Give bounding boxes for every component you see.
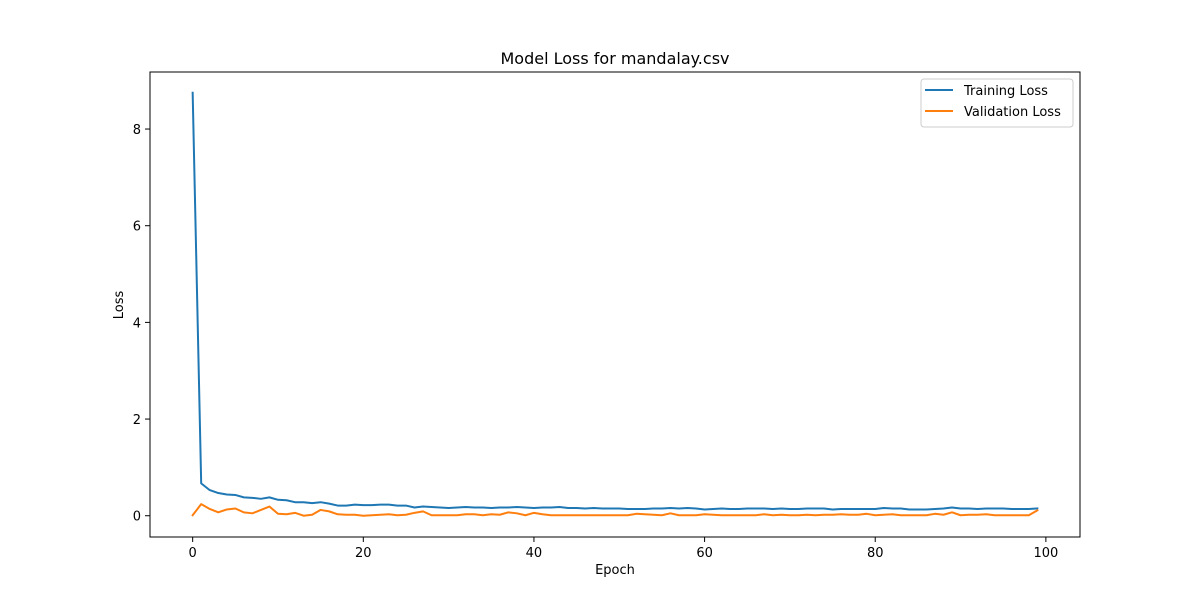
y-tick-label: 0 [133, 510, 141, 525]
x-tick-label: 20 [355, 546, 372, 561]
legend-label-2: Validation Loss [964, 105, 1061, 120]
series-line-1 [191, 91, 1039, 511]
y-tick-label: 6 [133, 220, 141, 235]
x-tick-label: 100 [1033, 546, 1058, 561]
y-tick-label: 2 [133, 413, 141, 428]
legend-label-1: Training Loss [963, 84, 1048, 99]
legend: Training Loss Validation Loss [920, 78, 1074, 128]
axes-frame [149, 71, 1081, 538]
chart-title: Model Loss for mandalay.csv [500, 49, 729, 68]
legend-box [920, 78, 1074, 128]
y-tick-label: 8 [133, 123, 141, 138]
plot-area: 0 20 40 60 80 100 0 2 4 6 8 [133, 71, 1081, 561]
series-line-2 [191, 503, 1039, 517]
x-tick-label: 80 [867, 546, 884, 561]
y-tick-label: 4 [133, 316, 141, 331]
x-tick-label: 0 [189, 546, 197, 561]
x-axis-label: Epoch [595, 563, 635, 578]
y-axis-label: Loss [112, 291, 127, 320]
x-tick-label: 60 [696, 546, 713, 561]
x-tick-label: 40 [526, 546, 543, 561]
